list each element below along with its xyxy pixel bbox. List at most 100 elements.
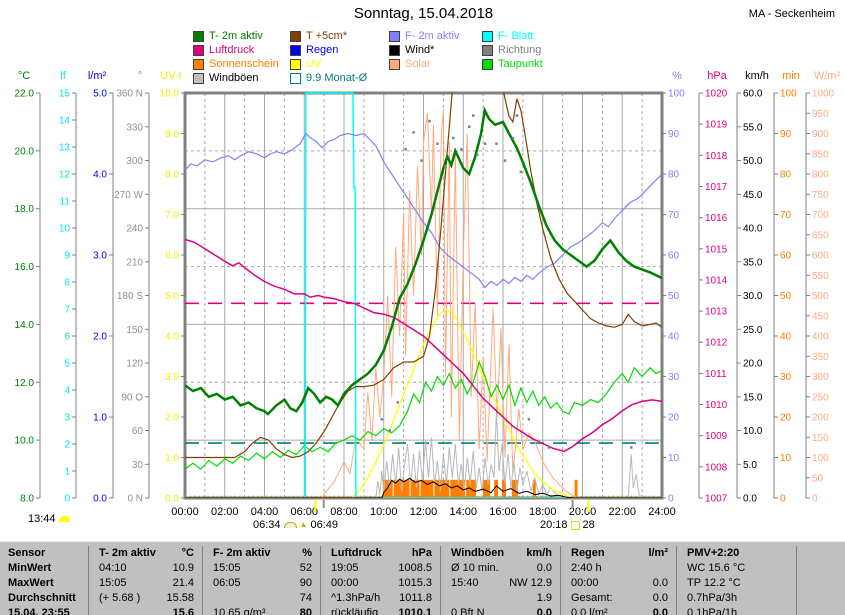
legend-label: T +5cm* <box>306 30 348 42</box>
table-cell: 15:40 NW 12.9 <box>440 576 560 591</box>
series-solar <box>321 109 662 498</box>
legend-swatch <box>290 30 301 42</box>
svg-text:3.0: 3.0 <box>165 372 179 383</box>
series-t-2m-aktiv <box>185 106 662 416</box>
table-cell: 0.0 l/m² 0.0 <box>560 606 676 615</box>
svg-text:50.0: 50.0 <box>743 156 763 167</box>
svg-text:40.0: 40.0 <box>743 224 763 235</box>
table-cell: WC 15.6 °C <box>676 561 796 576</box>
svg-text:750: 750 <box>812 190 829 201</box>
table-row: Durchschnitt (+ 5.68 ) 15.58 74 ^1.3hPa/h 101… <box>0 591 845 606</box>
svg-text:6.0: 6.0 <box>165 251 179 262</box>
svg-text:5.0: 5.0 <box>93 89 107 100</box>
legend-label: Luftdruck <box>209 44 255 56</box>
table-cell: Regen l/m² <box>560 546 676 561</box>
axis-uv: UV-I 10.0 9.0 8.0 7.0 6.0 5.0 4.0 3.0 2.0 1.0 0.0 <box>160 70 185 505</box>
svg-text:04:00: 04:00 <box>251 506 279 518</box>
series-richtung <box>380 114 633 449</box>
legend-label: F- 2m aktiv <box>405 30 460 42</box>
svg-text:0 N: 0 N <box>127 494 143 505</box>
svg-text:8.0: 8.0 <box>165 170 179 181</box>
legend-label: T- 2m aktiv <box>209 30 263 42</box>
legend-label: Taupunkt <box>498 58 543 70</box>
svg-text:150: 150 <box>126 325 143 336</box>
grid-horizontal <box>185 150 662 441</box>
legend-label: Richtung <box>498 44 542 56</box>
row-label: MinWert <box>8 562 52 574</box>
table-row: 15.04, 23:55 15.6 10.65 g/m³ 80 rückläufig 10… <box>0 606 845 615</box>
svg-text:22.0: 22.0 <box>15 89 35 100</box>
svg-text:330: 330 <box>126 122 143 133</box>
svg-text:550: 550 <box>812 271 829 282</box>
svg-text:20.0: 20.0 <box>15 146 35 157</box>
sunrise-marker: 06:34 ▲ 06:49 <box>253 519 338 531</box>
series-sonnenschein <box>185 479 662 498</box>
svg-text:50: 50 <box>668 291 680 302</box>
legend-item-solar: Solar <box>389 57 482 71</box>
moon-phase-icon <box>570 520 580 530</box>
legend-swatch <box>290 72 301 84</box>
legend-item-wind-: Wind* <box>389 43 482 57</box>
moonset-icon <box>283 522 297 528</box>
svg-text:6: 6 <box>64 332 70 343</box>
table-cell: 10.65 g/m³ 80 <box>202 606 320 615</box>
sunset-marker: 20:18 28 <box>540 519 595 531</box>
svg-text:10: 10 <box>668 453 680 464</box>
moonrise-time: 13:44 <box>28 513 56 525</box>
table-row: MinWert 04:10 10.9 15:05 52 19:05 1008.5 Ø 10 m… <box>0 561 845 576</box>
table-cell-empty <box>796 606 845 615</box>
legend-label: Solar <box>405 58 431 70</box>
legend-item-f-blatt: F- Blatt <box>482 29 602 43</box>
svg-text:5: 5 <box>64 359 70 370</box>
table-cell-empty <box>796 546 845 561</box>
svg-text:40: 40 <box>780 332 792 343</box>
svg-text:14.0: 14.0 <box>15 320 35 331</box>
svg-text:80: 80 <box>780 170 792 181</box>
stats-table: Sensor T- 2m aktiv °C F- 2m aktiv% Luftdruck… <box>0 541 845 615</box>
legend-label: Windböen <box>209 72 259 84</box>
axis-hpa: hPa 1020 1019 1018 1017 1016 1015 1014 1013 1012 1… <box>698 70 728 505</box>
svg-text:0.0: 0.0 <box>165 494 179 505</box>
table-cell: 0.7hPa/3h <box>676 591 796 606</box>
series-f-2m-aktiv <box>185 132 662 289</box>
legend-label: Wind* <box>405 44 435 56</box>
svg-text:0: 0 <box>668 494 674 505</box>
series-uv <box>185 308 662 498</box>
table-cell: 04:10 10.9 <box>88 561 202 576</box>
table-cell: 15.6 <box>88 606 202 615</box>
legend-swatch <box>482 44 493 56</box>
svg-text:15.0: 15.0 <box>743 392 763 403</box>
svg-text:300: 300 <box>812 372 829 383</box>
svg-text:10.0: 10.0 <box>15 436 35 447</box>
table-cell: Gesamt: 0.0 <box>560 591 676 606</box>
svg-text:l/m²: l/m² <box>88 70 107 82</box>
svg-text:hPa: hPa <box>707 70 727 82</box>
svg-text:08:00: 08:00 <box>330 506 358 518</box>
svg-text:00:00: 00:00 <box>171 506 199 518</box>
svg-text:1012: 1012 <box>705 338 728 349</box>
legend-item-t-2m-aktiv: T- 2m aktiv <box>193 29 290 43</box>
svg-text:10: 10 <box>59 224 71 235</box>
sunrise-time: 06:49 <box>310 519 338 531</box>
svg-text:90: 90 <box>780 129 792 140</box>
svg-text:°: ° <box>138 70 142 82</box>
table-cell: (+ 5.68 ) 15.58 <box>88 591 202 606</box>
x-axis-labels: 00:00 02:00 04:00 06:00 08:00 10:00 12:00 14:00… <box>171 506 676 518</box>
legend-item-luftdruck: Luftdruck <box>193 43 290 57</box>
svg-text:600: 600 <box>812 251 829 262</box>
svg-text:25.0: 25.0 <box>743 325 763 336</box>
legend-swatch <box>290 58 301 70</box>
row-label: MaxWert <box>8 577 54 589</box>
svg-text:15: 15 <box>59 89 71 100</box>
chart-legend: T- 2m aktiv T +5cm* F- 2m aktiv F- Blatt Luf… <box>193 29 602 85</box>
svg-text:180 S: 180 S <box>117 291 143 302</box>
svg-text:4.0: 4.0 <box>165 332 179 343</box>
svg-text:1020: 1020 <box>705 89 728 100</box>
legend-item-t-5cm-: T +5cm* <box>290 29 389 43</box>
moon-icon <box>58 516 70 522</box>
svg-text:30.0: 30.0 <box>743 291 763 302</box>
legend-swatch <box>290 44 301 56</box>
svg-text:55.0: 55.0 <box>743 122 763 133</box>
svg-text:10: 10 <box>780 453 792 464</box>
